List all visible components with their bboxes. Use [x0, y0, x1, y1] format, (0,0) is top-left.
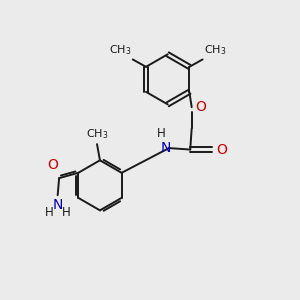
Text: CH$_3$: CH$_3$	[204, 43, 226, 57]
Text: H: H	[61, 206, 70, 218]
Text: N: N	[161, 141, 171, 155]
Text: CH$_3$: CH$_3$	[109, 43, 131, 57]
Text: O: O	[216, 142, 227, 157]
Text: CH$_3$: CH$_3$	[86, 128, 108, 141]
Text: H: H	[45, 206, 54, 218]
Text: O: O	[47, 158, 58, 172]
Text: H: H	[156, 127, 165, 140]
Text: N: N	[52, 198, 63, 212]
Text: O: O	[196, 100, 206, 114]
